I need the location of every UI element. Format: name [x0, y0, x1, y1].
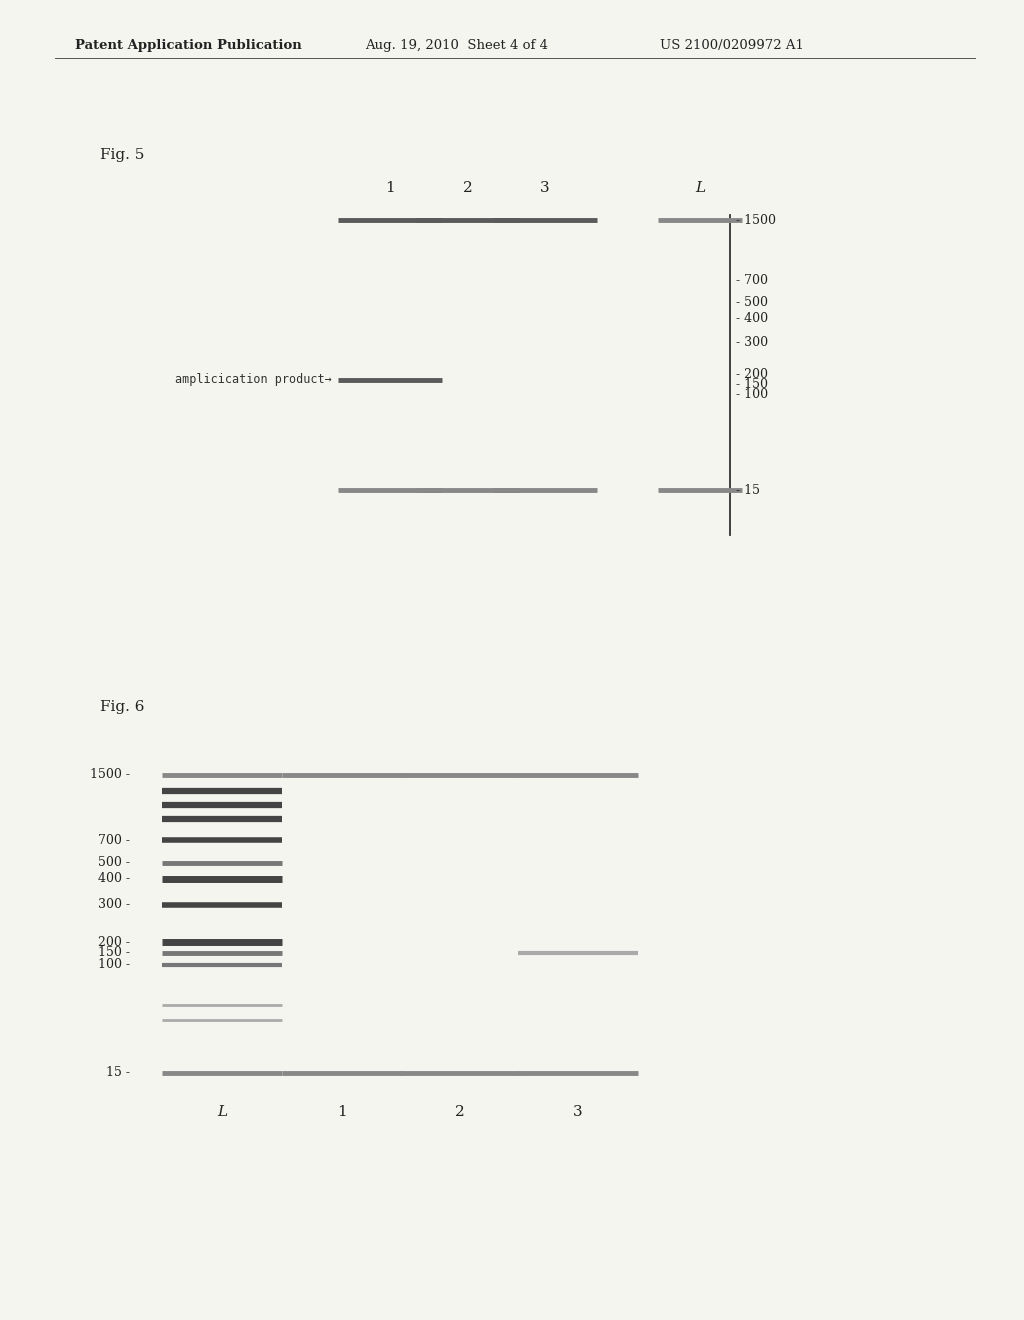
Text: 150 -: 150 -: [98, 946, 130, 960]
Text: US 2100/0209972 A1: US 2100/0209972 A1: [660, 38, 804, 51]
Text: - 700: - 700: [736, 273, 768, 286]
Text: 1500 -: 1500 -: [90, 768, 130, 781]
Text: - 1500: - 1500: [736, 214, 776, 227]
Text: 100 -: 100 -: [98, 958, 130, 972]
Text: 1: 1: [337, 1105, 347, 1119]
Text: 3: 3: [573, 1105, 583, 1119]
Text: 2: 2: [463, 181, 473, 195]
Text: Aug. 19, 2010  Sheet 4 of 4: Aug. 19, 2010 Sheet 4 of 4: [365, 38, 548, 51]
Text: - 400: - 400: [736, 312, 768, 325]
Text: - 300: - 300: [736, 335, 768, 348]
Text: Patent Application Publication: Patent Application Publication: [75, 38, 302, 51]
Text: - 500: - 500: [736, 296, 768, 309]
Text: 2: 2: [455, 1105, 465, 1119]
Text: Fig. 6: Fig. 6: [100, 700, 144, 714]
Text: - 100: - 100: [736, 388, 768, 401]
Text: 1: 1: [385, 181, 395, 195]
Text: 15 -: 15 -: [106, 1067, 130, 1080]
Text: Fig. 5: Fig. 5: [100, 148, 144, 162]
Text: 500 -: 500 -: [98, 857, 130, 870]
Text: - 150: - 150: [736, 379, 768, 392]
Text: 700 -: 700 -: [98, 833, 130, 846]
Text: - 15: - 15: [736, 483, 760, 496]
Text: 200 -: 200 -: [98, 936, 130, 949]
Text: 300 -: 300 -: [98, 899, 130, 912]
Text: - 200: - 200: [736, 368, 768, 381]
Text: L: L: [217, 1105, 227, 1119]
Text: 400 -: 400 -: [98, 873, 130, 886]
Text: L: L: [695, 181, 706, 195]
Text: amplicication product→: amplicication product→: [175, 374, 332, 387]
Text: 3: 3: [541, 181, 550, 195]
